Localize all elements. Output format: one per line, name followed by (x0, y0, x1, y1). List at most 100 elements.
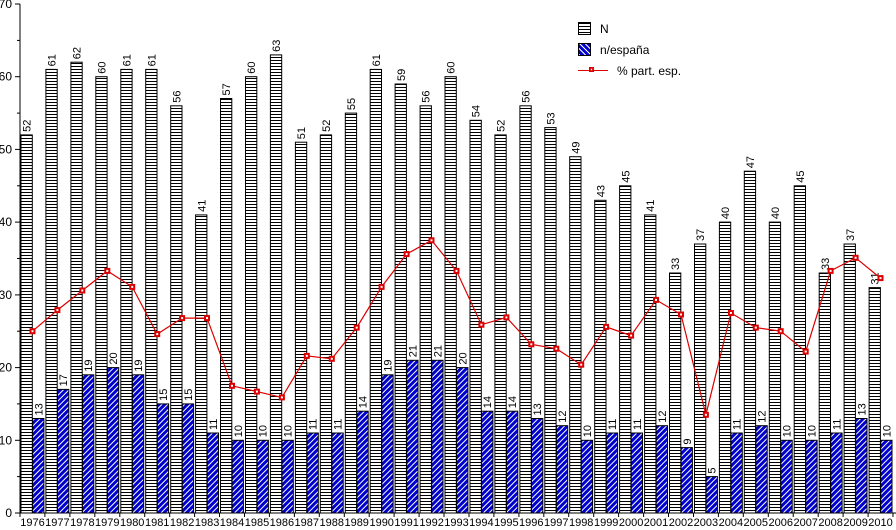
bar-n-espana-1978 (82, 374, 95, 514)
x-axis-label-2004: 2004 (719, 517, 743, 529)
bar-N-2001 (644, 214, 657, 514)
bar-n-espana-2008 (830, 432, 843, 514)
line-series-layer (29, 237, 884, 418)
y-axis-label-20: 20 (0, 361, 12, 375)
bar-n-espana-2003 (705, 476, 718, 514)
bar-label-n-espana-1995: 14 (507, 396, 519, 408)
bar-label-n-espana-1999: 11 (607, 419, 619, 430)
bar-label-n-espana-2000: 11 (632, 419, 644, 430)
x-axis-label-2005: 2005 (744, 517, 768, 529)
x-axis-label-2006: 2006 (769, 517, 793, 529)
bar-n-espana-1980 (131, 374, 145, 514)
bar-label-n-espana-1986: 10 (283, 425, 295, 437)
bar-N-1983 (195, 214, 208, 514)
bar-label-N-2001: 41 (645, 200, 657, 212)
x-axis-label-1982: 1982 (170, 517, 194, 529)
bar-label-N-1987: 51 (296, 127, 308, 139)
x-axis-label-1977: 1977 (45, 517, 69, 529)
bar-N-1989 (344, 112, 358, 514)
bar-label-N-1999: 43 (595, 185, 607, 197)
bar-n-espana-2007 (805, 439, 818, 514)
bar-N-1993 (444, 76, 457, 514)
bar-n-espana-1998 (580, 439, 594, 514)
bar-label-n-espana-1988: 11 (333, 419, 345, 430)
bar-n-espana-1988 (331, 432, 344, 514)
pct-marker-center-2003 (704, 413, 707, 416)
x-axis-label-1991: 1991 (394, 517, 418, 529)
bar-n-espana-2005 (755, 425, 768, 514)
pct-marker-center-1983 (206, 317, 208, 320)
bar-label-N-1997: 53 (545, 112, 557, 124)
bar-label-n-espana-1998: 10 (582, 425, 594, 437)
x-axis-label-1993: 1993 (444, 517, 468, 529)
bar-label-n-espana-2006: 10 (782, 425, 794, 437)
bar-n-espana-1984 (231, 439, 244, 514)
y-axis-label-70: 70 (0, 0, 12, 11)
bar-N-1990 (369, 68, 383, 514)
pct-marker-center-2010 (879, 277, 882, 280)
y-axis-label-0: 0 (5, 506, 12, 520)
bar-label-n-espana-1984: 10 (233, 425, 245, 437)
bar-label-n-espana-1982: 15 (183, 389, 195, 401)
bar-label-N-1994: 54 (471, 105, 483, 117)
bar-label-N-2003: 37 (695, 229, 707, 241)
bar-n-espana-2009 (855, 418, 868, 514)
bar-N-1997 (544, 127, 557, 514)
bar-label-N-1978: 62 (72, 47, 84, 59)
bar-label-n-espana-2008: 11 (831, 419, 843, 430)
bars-layer (20, 54, 893, 514)
bar-label-N-1989: 55 (346, 98, 358, 110)
bar-label-n-espana-1980: 19 (133, 360, 145, 372)
pct-marker-center-1984 (231, 384, 233, 387)
y-axis-label-30: 30 (0, 288, 12, 302)
bar-n-espana-2001 (655, 425, 669, 514)
x-axis-label-2010: 2010 (868, 517, 892, 529)
bar-n-espana-2000 (630, 432, 644, 514)
bar-n-espana-1989 (356, 410, 369, 514)
bar-label-n-espana-1992: 21 (432, 345, 444, 357)
y-axis-label-50: 50 (0, 142, 12, 156)
bar-N-2004 (718, 221, 732, 514)
x-axis-label-1978: 1978 (70, 517, 94, 529)
bar-label-N-2000: 45 (620, 171, 632, 183)
bar-n-espana-1994 (481, 410, 494, 514)
pct-marker-center-1998 (580, 363, 583, 366)
bar-N-2003 (694, 243, 707, 514)
bar-N-2005 (743, 170, 757, 514)
pct-marker-center-1976 (31, 330, 34, 333)
pct-marker-center-1982 (181, 317, 184, 320)
pct-marker-center-1985 (255, 390, 258, 393)
bar-label-N-1998: 49 (570, 141, 582, 153)
x-axis-label-2000: 2000 (619, 517, 643, 529)
bar-N-2010 (868, 287, 881, 514)
bar-label-n-espana-1979: 20 (108, 352, 120, 364)
bar-N-2006 (768, 221, 782, 514)
x-axis-label-1994: 1994 (469, 517, 493, 529)
bar-label-n-espana-2005: 12 (757, 410, 769, 422)
pct-marker-center-1988 (330, 357, 333, 360)
bar-n-espana-1987 (306, 432, 319, 514)
x-axis-label-1989: 1989 (344, 517, 368, 529)
bar-n-espana-2006 (780, 439, 793, 514)
bar-label-N-1983: 41 (196, 200, 208, 212)
pct-marker-center-2005 (754, 326, 757, 329)
bar-label-n-espana-1997: 12 (557, 410, 569, 422)
bar-label-N-1980: 61 (121, 54, 133, 66)
pct-marker-center-1990 (380, 285, 383, 288)
bar-n-espana-1982 (181, 403, 195, 514)
bar-n-espana-1996 (531, 418, 544, 514)
bar-N-2000 (619, 185, 632, 514)
bar-label-n-espana-1994: 14 (482, 396, 494, 408)
bar-label-N-1984: 57 (221, 83, 233, 95)
bar-N-1987 (294, 141, 308, 514)
bar-label-n-espana-1989: 14 (358, 396, 370, 408)
pct-marker-center-1977 (56, 309, 59, 312)
bar-n-espana-1992 (431, 359, 444, 514)
bar-label-N-1991: 59 (396, 69, 408, 81)
pct-marker-center-1996 (530, 343, 533, 346)
bar-label-n-espana-1977: 17 (58, 374, 70, 386)
bar-label-N-1977: 61 (47, 54, 59, 66)
bar-n-espana-1985 (256, 439, 269, 514)
bar-label-n-espana-1993: 20 (457, 352, 469, 364)
